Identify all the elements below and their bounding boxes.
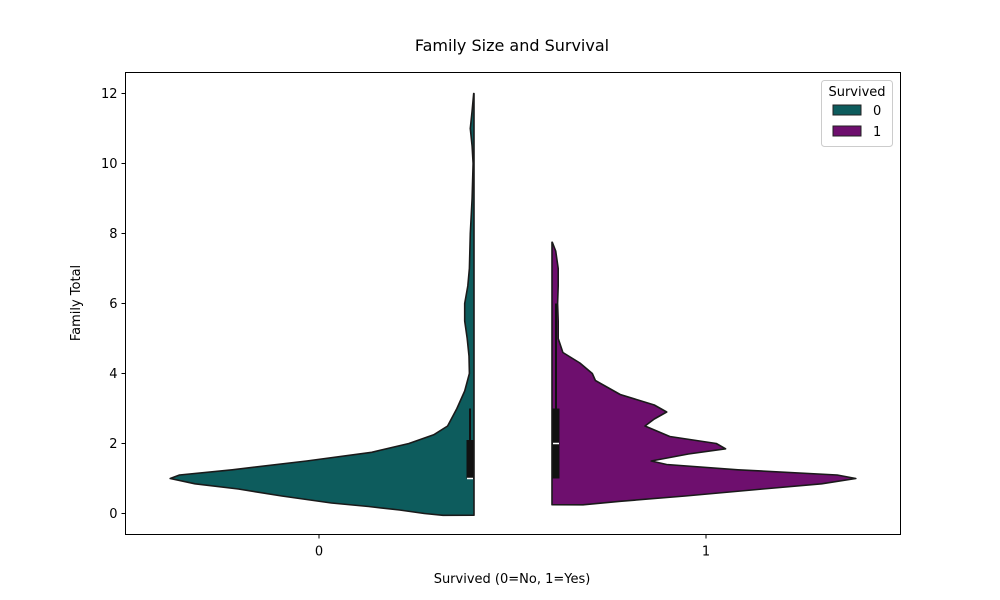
legend-title: Survived	[828, 85, 885, 100]
x-tick-label: 1	[702, 545, 710, 560]
legend-label-survived-0: 0	[873, 104, 881, 119]
y-tick-label: 0	[109, 507, 117, 522]
legend: Survived 0 1	[821, 80, 893, 147]
box-iqr-survived-0	[466, 440, 474, 479]
violin-survived-1	[551, 241, 857, 506]
legend-label-survived-1: 1	[873, 125, 881, 140]
y-axis: 0 2 4 6 8 10 12	[101, 87, 126, 522]
y-tick-label: 4	[109, 367, 117, 382]
y-tick-label: 12	[101, 87, 118, 102]
y-axis-label: Family Total	[69, 265, 84, 341]
box-layer	[466, 303, 560, 480]
violin-survived-0	[169, 92, 475, 517]
x-tick-label: 0	[315, 545, 323, 560]
violin-layer	[169, 92, 857, 517]
plot-frame	[125, 72, 901, 535]
legend-swatch-survived-1	[832, 125, 862, 137]
y-tick-label: 2	[109, 437, 117, 452]
y-tick-label: 6	[109, 297, 117, 312]
chart-title: Family Size and Survival	[415, 36, 609, 55]
legend-swatch-survived-0	[832, 104, 862, 116]
y-tick-label: 8	[109, 227, 117, 242]
x-axis-label: Survived (0=No, 1=Yes)	[434, 572, 591, 587]
y-tick-label: 10	[101, 157, 118, 172]
